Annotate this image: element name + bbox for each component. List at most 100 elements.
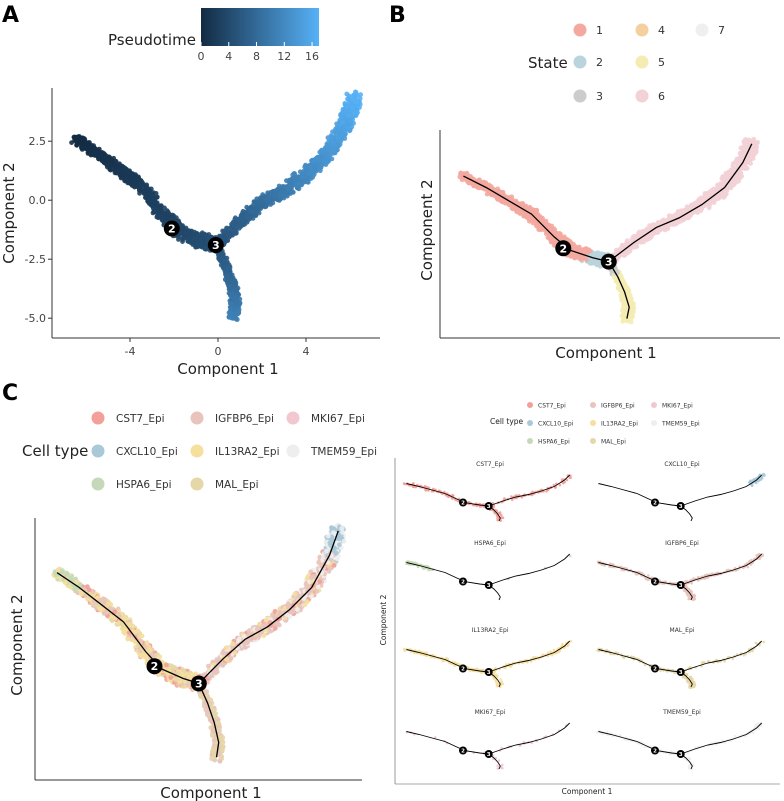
panel-a-point: [112, 163, 118, 169]
panel-b-point: [577, 247, 583, 252]
panel-a-y-tick-label: -5.0: [25, 312, 46, 325]
state-legend-label: 5: [658, 56, 665, 69]
panel-a-point: [194, 242, 200, 247]
panel-b-point: [698, 197, 703, 203]
pseudotime-colorbar-tick-label: 8: [253, 50, 260, 63]
state-legend-label: 6: [658, 90, 665, 103]
panel-a-point: [154, 194, 160, 200]
celltype-legend-swatch: [190, 444, 204, 458]
panel-a-point: [106, 155, 112, 161]
panel-b-point: [682, 207, 688, 213]
panel-a-point: [224, 255, 230, 261]
panel-b-point: [536, 227, 542, 232]
panel-a-point: [293, 176, 299, 182]
panel-a-point: [260, 192, 266, 198]
panel-a-point: [132, 184, 138, 190]
panel-b-point: [752, 150, 758, 155]
panel-b-point: [619, 313, 625, 319]
panel-a-point: [297, 169, 303, 175]
panel-a-point: [181, 235, 187, 241]
panel-a-point: [173, 215, 179, 221]
celltype-legend-label: CXCL10_Epi: [116, 446, 178, 458]
panel-letter-b: B: [389, 3, 406, 28]
panel-b-point: [704, 191, 709, 196]
panel-a-point: [346, 107, 351, 113]
panel-a-point: [166, 213, 172, 219]
pseudotime-colorbar-tick-label: 12: [277, 50, 291, 63]
panel-a-point: [284, 178, 289, 184]
panel-a-point: [237, 301, 243, 307]
panel-a-point: [268, 192, 274, 198]
panel-b-ylabel: Component 2: [418, 179, 436, 280]
celltype-legend-label: TMEM59_Epi: [310, 446, 377, 458]
celltype-legend-swatch: [190, 477, 204, 491]
panel-a-point: [300, 174, 305, 180]
panel-a-point: [266, 197, 272, 202]
panel-a-point: [293, 182, 298, 187]
panel-b-point: [665, 223, 671, 229]
panel-a-point: [353, 99, 358, 105]
panel-a-point: [225, 264, 231, 270]
panel-a-point: [81, 136, 87, 141]
panel-a-point: [283, 185, 289, 190]
celltype-legend-label: IL13RA2_Epi: [215, 446, 280, 458]
panel-b-xlabel: Component 1: [555, 344, 656, 362]
panel-b-point: [754, 143, 759, 149]
panel-b-point: [521, 210, 526, 216]
panel-a-point: [152, 199, 157, 205]
panel-a-point: [146, 196, 152, 202]
panel-a-point: [178, 230, 184, 235]
panel-a-y-tick-label: -2.5: [25, 253, 46, 266]
panel-a-point: [256, 210, 262, 216]
panel-b-point: [516, 210, 522, 216]
panel-a-point: [272, 194, 278, 199]
panel-a-point: [316, 155, 321, 161]
panel-a-point: [73, 139, 79, 144]
panel-a-point: [344, 91, 350, 97]
panel-a-point: [256, 197, 262, 203]
panel-a-point: [226, 272, 232, 277]
panel-b-point: [730, 163, 736, 169]
state-legend-label: 3: [596, 90, 603, 103]
panel-a-point: [256, 205, 262, 211]
celltype-legend-label: IGFBP6_Epi: [215, 413, 274, 425]
state-legend-swatch: [573, 55, 587, 69]
panel-a-point: [227, 278, 233, 284]
panel-a-point: [305, 179, 311, 185]
panel-a-point: [186, 228, 192, 234]
panel-a: Pseudotime 0 4 8 12 16 -4 0 42.50.0-2.5-5.0 23…: [0, 8, 380, 378]
panel-b-point: [719, 176, 725, 182]
panel-a-point: [69, 140, 74, 146]
panel-a-point: [199, 233, 205, 239]
pseudotime-legend-title: Pseudotime: [108, 31, 196, 49]
panel-b-point: [458, 171, 463, 177]
state-legend-title: State: [528, 54, 568, 72]
panel-a-point: [284, 193, 290, 199]
panel-a-point: [324, 159, 330, 165]
panel-b-point: [736, 178, 741, 184]
panel-a-point: [164, 208, 170, 214]
celltype-legend-swatch: [91, 444, 105, 458]
panel-a-point: [338, 130, 344, 136]
panel-a-point: [278, 196, 283, 202]
panel-a-point: [226, 310, 232, 316]
panel-a-point: [96, 156, 101, 162]
panel-a-point: [121, 172, 126, 178]
panel-a-x-tick-label: -4: [125, 345, 136, 358]
celltype-legend-swatch: [190, 411, 204, 425]
panel-a-point: [137, 190, 143, 196]
panel-a-point: [305, 175, 311, 181]
state-legend-swatch: [695, 23, 709, 37]
panel-a-point: [160, 216, 165, 221]
panel-a-y-tick-label: 0.0: [29, 194, 47, 207]
panel-a-point: [226, 232, 232, 238]
celltype-legend-label: MKI67_Epi: [311, 413, 365, 425]
panel-a-point: [319, 147, 324, 153]
panel-a-point: [203, 232, 209, 238]
panel-a-point: [303, 162, 308, 168]
panel-a-point: [235, 217, 241, 223]
panel-a-y-tick-label: 2.5: [29, 135, 47, 148]
panel-a-point: [310, 171, 315, 177]
panel-a-point: [327, 142, 333, 147]
panel-a-x-tick-label: 0: [215, 345, 222, 358]
